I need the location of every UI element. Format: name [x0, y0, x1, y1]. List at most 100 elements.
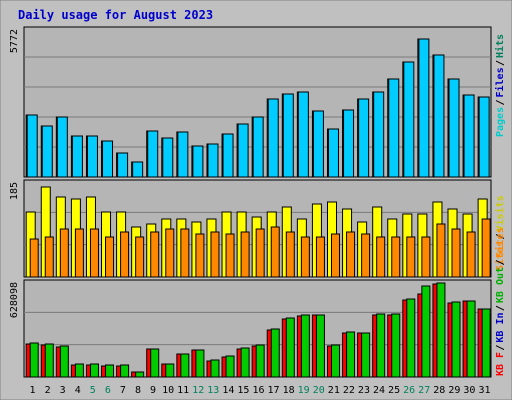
files-bar — [358, 98, 370, 178]
sites-bar — [406, 236, 416, 278]
kb-in-bar — [195, 349, 205, 378]
legend-separator: / — [495, 259, 506, 265]
sites-bar — [44, 236, 54, 278]
files-bar — [177, 131, 189, 178]
sites-bar — [270, 226, 280, 278]
x-tick-label: 7 — [120, 385, 126, 396]
sites-bar — [315, 236, 325, 278]
x-tick-label: 31 — [478, 385, 490, 396]
sites-bar — [451, 228, 461, 278]
kb-in-bar — [451, 301, 461, 378]
x-tick-label: 30 — [463, 385, 475, 396]
kb-in-bar — [44, 343, 54, 378]
kb-in-bar — [120, 364, 130, 378]
x-tick-label: 25 — [388, 385, 400, 396]
kb-in-bar — [59, 345, 69, 378]
chart-title: Daily usage for August 2023 — [18, 8, 213, 22]
kb-in-bar — [89, 363, 99, 378]
files-bar — [282, 93, 294, 178]
files-bar — [117, 152, 129, 178]
kb-in-bar — [135, 371, 145, 378]
sites-bar — [195, 233, 205, 278]
x-tick-label: 27 — [418, 385, 430, 396]
sites-bar — [376, 236, 386, 278]
files-bar — [26, 114, 38, 178]
files-bar — [147, 130, 159, 178]
legend-item: KB In — [495, 312, 506, 342]
files-bar — [237, 123, 249, 178]
kb-in-bar — [255, 344, 265, 378]
x-tick-label: 12 — [192, 385, 204, 396]
sites-bar — [481, 218, 491, 278]
kb-in-bar — [481, 308, 491, 378]
sites-bar — [105, 236, 115, 278]
kb-in-bar — [180, 353, 190, 378]
files-bar — [448, 78, 460, 178]
sites-bar — [466, 231, 476, 278]
sites-bar — [346, 231, 356, 278]
files-bar — [478, 96, 490, 178]
legend-item: Sites — [494, 227, 506, 257]
x-tick-label: 26 — [403, 385, 415, 396]
kb-in-bar — [376, 313, 386, 378]
x-tick-label: 20 — [313, 385, 325, 396]
x-tick-label: 24 — [373, 385, 385, 396]
x-tick-label: 15 — [237, 385, 249, 396]
x-tick-label: 1 — [30, 385, 36, 396]
files-bar — [312, 110, 324, 178]
kb-in-bar — [300, 314, 310, 378]
ymax-label-bottom: 628098 — [9, 282, 20, 318]
sites-bar — [436, 223, 446, 278]
files-bar — [222, 133, 234, 178]
sites-bar — [330, 233, 340, 278]
sites-bar — [391, 236, 401, 278]
files-bar — [192, 145, 204, 178]
kb-in-bar — [391, 313, 401, 378]
x-tick-label: 18 — [283, 385, 295, 396]
x-tick-label: 17 — [268, 385, 280, 396]
x-tick-label: 5 — [90, 385, 96, 396]
x-tick-label: 28 — [433, 385, 445, 396]
sites-bar — [74, 228, 84, 278]
x-tick-label: 2 — [45, 385, 51, 396]
ymax-label-middle: 185 — [9, 182, 20, 200]
kb-in-bar — [421, 285, 431, 378]
legend-separator: / — [495, 60, 506, 66]
legend-item: KB F — [495, 352, 506, 376]
ymax-label-top: 5772 — [9, 29, 20, 53]
kb-in-bar — [240, 347, 250, 378]
files-bar — [132, 161, 144, 178]
x-tick-label: 10 — [162, 385, 174, 396]
files-bar — [403, 61, 415, 178]
kb-in-bar — [361, 332, 371, 378]
files-bar — [56, 116, 68, 178]
sites-bar — [240, 231, 250, 278]
x-tick-label: 13 — [207, 385, 219, 396]
kb-in-bar — [165, 363, 175, 378]
legend-separator: / — [495, 305, 506, 311]
x-tick-label: 9 — [150, 385, 156, 396]
sites-bar — [225, 233, 235, 278]
files-bar — [373, 91, 385, 178]
legend-separator: / — [495, 99, 506, 105]
sites-bar — [285, 231, 295, 278]
x-tick-label: 14 — [222, 385, 234, 396]
kb-in-bar — [29, 342, 39, 378]
files-bar — [41, 125, 53, 178]
kb-in-bar — [436, 282, 446, 378]
files-bar — [388, 78, 400, 178]
kb-in-bar — [330, 344, 340, 378]
sites-bar — [180, 228, 190, 278]
sites-bar — [29, 238, 39, 278]
files-bar — [343, 109, 355, 178]
files-bar — [267, 98, 279, 178]
kb-in-bar — [105, 364, 115, 378]
sites-bar — [150, 231, 160, 278]
kb-in-bar — [315, 314, 325, 378]
x-tick-label: 11 — [177, 385, 189, 396]
kb-in-bar — [346, 331, 356, 378]
sites-bar — [165, 228, 175, 278]
files-bar — [71, 135, 83, 178]
x-tick-label: 29 — [448, 385, 460, 396]
